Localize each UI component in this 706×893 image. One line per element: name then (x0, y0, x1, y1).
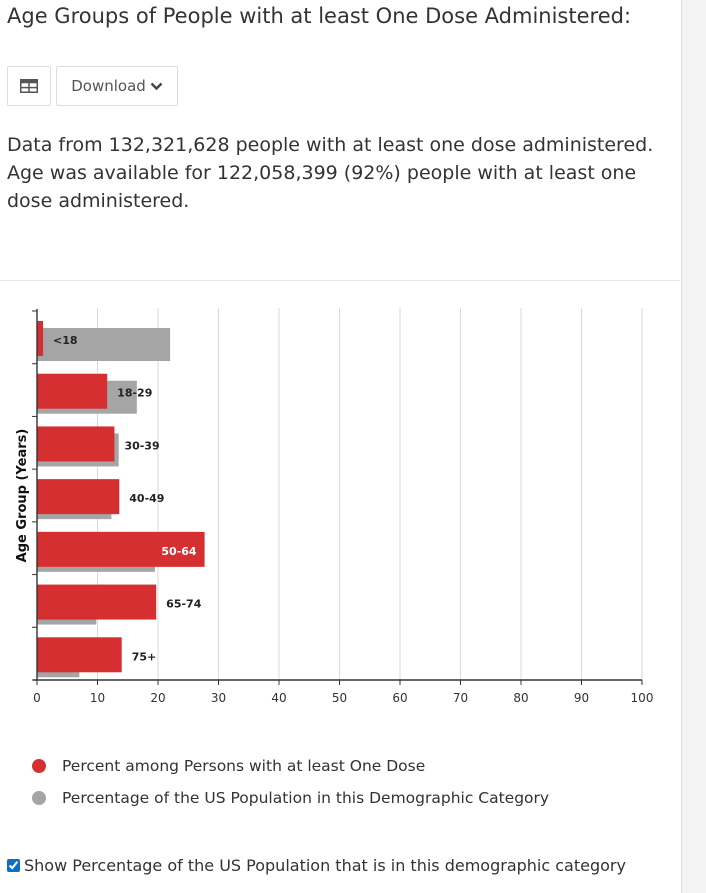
download-label: Download (71, 77, 146, 95)
category-label-4: 50-64 (161, 545, 197, 558)
toggle-label: Show Percentage of the US Population tha… (24, 856, 626, 875)
x-tick-label-60: 60 (392, 691, 407, 705)
x-tick-label-0: 0 (33, 691, 41, 705)
legend-dot-red (32, 759, 46, 773)
bar-doses-5 (37, 584, 157, 620)
summary-text: Data from 132,321,628 people with at lea… (7, 131, 667, 215)
x-tick-label-10: 10 (90, 691, 105, 705)
category-label-1: 18-29 (117, 387, 152, 400)
category-label-0: <18 (53, 334, 78, 347)
bar-doses-4 (37, 531, 205, 567)
x-tick-label-20: 20 (150, 691, 165, 705)
category-label-6: 75+ (132, 650, 157, 663)
bar-doses-1 (37, 373, 108, 409)
legend-item-doses[interactable]: Percent among Persons with at least One … (32, 750, 549, 782)
x-tick-label-30: 30 (211, 691, 226, 705)
table-icon (20, 79, 38, 93)
summary-line-2: Age was available for 122,058,399 (92%) … (7, 162, 637, 184)
page-title: Age Groups of People with at least One D… (7, 4, 632, 28)
population-checkbox[interactable] (7, 859, 20, 872)
chart-legend: Percent among Persons with at least One … (32, 750, 549, 814)
legend-label-doses: Percent among Persons with at least One … (62, 757, 426, 775)
bar-doses-6 (37, 637, 122, 673)
age-group-bar-chart: <18 18-29 30-39 40-49 50-64 65-74 75+ 0 10 20 30 40… (15, 308, 654, 705)
download-button[interactable]: Download (56, 66, 178, 106)
x-tick-label-100: 100 (631, 691, 654, 705)
legend-label-population: Percentage of the US Population in this … (62, 789, 550, 807)
table-view-button[interactable] (7, 66, 51, 106)
category-label-2: 30-39 (124, 439, 159, 452)
bar-doses-3 (37, 479, 120, 515)
legend-dot-gray (32, 791, 46, 805)
bar-population-0 (37, 328, 171, 361)
scrollbar[interactable] (681, 0, 706, 893)
show-population-toggle[interactable]: Show Percentage of the US Population tha… (7, 856, 626, 875)
legend-item-population[interactable]: Percentage of the US Population in this … (32, 782, 549, 814)
bar-doses-0 (37, 321, 44, 356)
bar-doses-2 (37, 426, 115, 462)
x-tick-label-80: 80 (513, 691, 528, 705)
category-label-3: 40-49 (129, 492, 164, 505)
y-axis-title: Age Group (Years) (15, 429, 30, 563)
x-tick-label-40: 40 (271, 691, 286, 705)
summary-line-3: dose administered. (7, 190, 190, 212)
main-content: Age Groups of People with at least One D… (0, 4, 680, 875)
category-label-5: 65-74 (166, 598, 202, 611)
divider (0, 280, 680, 281)
summary-line-1: Data from 132,321,628 people with at lea… (7, 134, 654, 156)
x-tick-label-70: 70 (453, 691, 468, 705)
x-tick-label-90: 90 (574, 691, 589, 705)
chevron-down-icon (150, 82, 163, 90)
x-tick-label-50: 50 (332, 691, 347, 705)
